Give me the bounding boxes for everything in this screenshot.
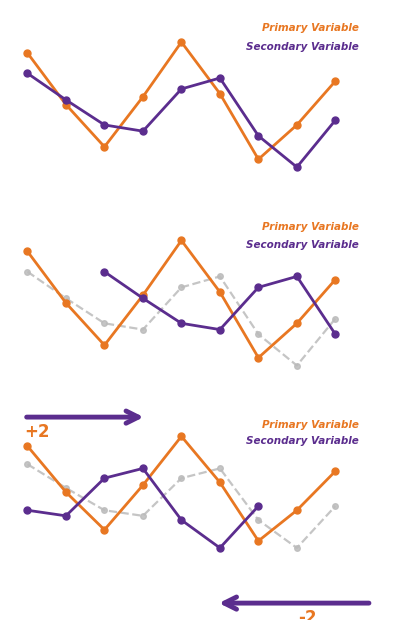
Text: +2: +2 bbox=[24, 423, 49, 441]
Text: -2: -2 bbox=[298, 609, 317, 620]
Text: Primary Variable: Primary Variable bbox=[261, 420, 359, 430]
Text: Primary Variable: Primary Variable bbox=[261, 222, 359, 232]
Text: Secondary Variable: Secondary Variable bbox=[246, 436, 359, 446]
Text: Secondary Variable: Secondary Variable bbox=[246, 241, 359, 250]
Text: Secondary Variable: Secondary Variable bbox=[246, 42, 359, 52]
Text: Primary Variable: Primary Variable bbox=[261, 24, 359, 33]
